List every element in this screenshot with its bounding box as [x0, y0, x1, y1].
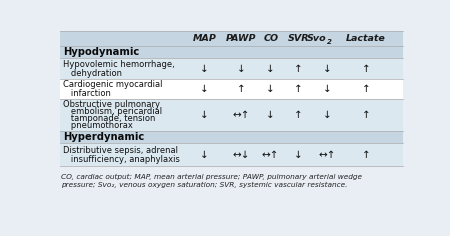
- Text: embolism, pericardial: embolism, pericardial: [63, 107, 162, 116]
- Text: ↑: ↑: [294, 84, 303, 94]
- Text: Hypodynamic: Hypodynamic: [63, 47, 140, 57]
- Text: ↓: ↓: [323, 64, 332, 74]
- Text: ↔↑: ↔↑: [262, 150, 279, 160]
- Text: ↔↓: ↔↓: [232, 150, 250, 160]
- Text: Svo: Svo: [307, 34, 327, 43]
- Text: ↔↑: ↔↑: [319, 150, 336, 160]
- Text: ↑: ↑: [361, 84, 370, 94]
- Bar: [60, 166, 403, 210]
- Text: ↓: ↓: [266, 84, 275, 94]
- Text: ↑: ↑: [361, 64, 370, 74]
- Text: Hyperdynamic: Hyperdynamic: [63, 132, 144, 142]
- Text: pneumothorax: pneumothorax: [63, 121, 132, 130]
- Text: Hypovolemic hemorrhage,: Hypovolemic hemorrhage,: [63, 60, 174, 69]
- Text: infarction: infarction: [63, 89, 110, 98]
- Bar: [60, 131, 403, 143]
- Text: ↓: ↓: [200, 64, 209, 74]
- Text: ↓: ↓: [266, 110, 275, 120]
- Text: PAWP: PAWP: [226, 34, 256, 43]
- Text: Distributive sepsis, adrenal: Distributive sepsis, adrenal: [63, 146, 178, 155]
- Text: ↑: ↑: [294, 110, 303, 120]
- Bar: [60, 99, 403, 131]
- Bar: [60, 58, 403, 80]
- Text: ↓: ↓: [323, 84, 332, 94]
- Text: ↔↑: ↔↑: [232, 110, 250, 120]
- Text: ↑: ↑: [361, 110, 370, 120]
- Text: CO: CO: [263, 34, 278, 43]
- Bar: [60, 80, 403, 99]
- Text: 2: 2: [327, 39, 332, 45]
- Text: ↓: ↓: [200, 84, 209, 94]
- Text: ↓: ↓: [266, 64, 275, 74]
- Text: ↑: ↑: [361, 150, 370, 160]
- Text: Lactate: Lactate: [346, 34, 386, 43]
- Text: MAP: MAP: [193, 34, 216, 43]
- Text: ↓: ↓: [237, 64, 245, 74]
- Text: CO, cardiac output; MAP, mean arterial pressure; PAWP, pulmonary arterial wedge
: CO, cardiac output; MAP, mean arterial p…: [62, 174, 363, 188]
- Bar: [60, 143, 403, 166]
- Text: tamponade, tension: tamponade, tension: [63, 114, 155, 123]
- Text: insufficiency, anaphylaxis: insufficiency, anaphylaxis: [63, 155, 180, 164]
- Text: Obstructive pulmonary: Obstructive pulmonary: [63, 100, 160, 109]
- Text: ↓: ↓: [200, 110, 209, 120]
- Text: SVR: SVR: [288, 34, 310, 43]
- Text: Cardiogenic myocardial: Cardiogenic myocardial: [63, 80, 162, 89]
- Bar: [60, 46, 403, 58]
- Text: ↓: ↓: [323, 110, 332, 120]
- Text: ↓: ↓: [294, 150, 303, 160]
- Bar: [60, 31, 403, 46]
- Text: dehydration: dehydration: [63, 69, 122, 78]
- Text: ↑: ↑: [237, 84, 245, 94]
- Text: ↓: ↓: [200, 150, 209, 160]
- Text: ↑: ↑: [294, 64, 303, 74]
